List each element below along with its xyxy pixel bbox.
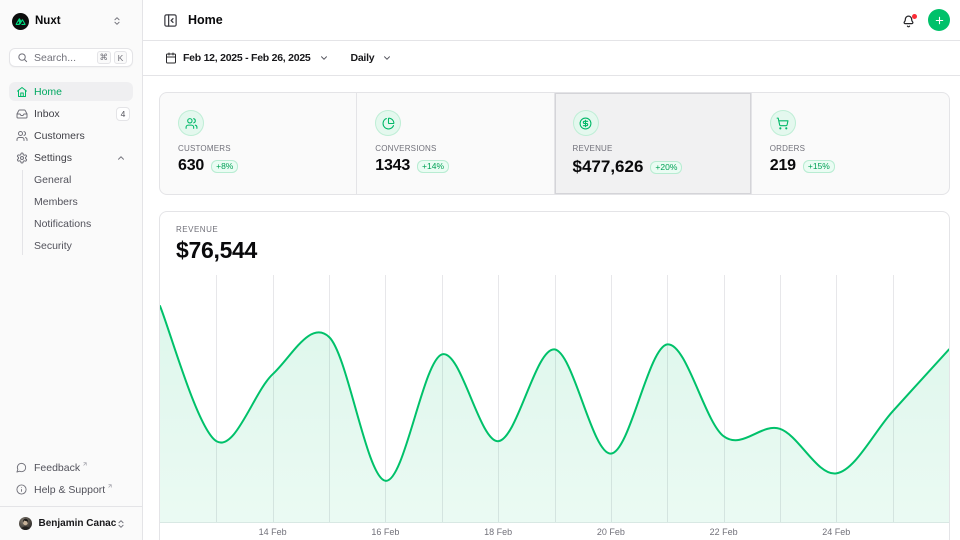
- chart-metric-label: REVENUE: [176, 225, 219, 234]
- inbox-count-badge: 4: [116, 106, 130, 121]
- stat-card-orders[interactable]: ORDERS 219 +15%: [752, 93, 949, 194]
- users-icon: [178, 110, 204, 136]
- stat-label: ORDERS: [769, 144, 806, 153]
- stat-label: CONVERSIONS: [375, 144, 437, 153]
- sidebar-footer-links: Feedback Help & Support: [0, 458, 142, 506]
- page-header: Home: [143, 0, 960, 41]
- chart-pie-icon: [375, 110, 402, 136]
- shopping-cart-icon: [769, 110, 796, 136]
- x-axis-tick: 16 Feb: [371, 527, 400, 537]
- user-name: Benjamin Canac: [38, 518, 117, 529]
- calendar-icon: [165, 52, 177, 64]
- stat-value: $477,626: [572, 157, 644, 176]
- date-range-label: Feb 12, 2025 - Feb 26, 2025: [183, 52, 311, 64]
- sidebar-link-help-support[interactable]: Help & Support: [9, 480, 133, 499]
- stat-delta-badge: +15%: [802, 159, 835, 173]
- external-link-icon: [82, 461, 88, 467]
- sidebar: Nuxt Search... ⌘ K Home Inbox 4 Customers Se…: [0, 0, 143, 540]
- sidebar-subitem-label: Notifications: [34, 217, 92, 230]
- sidebar-item-customers[interactable]: Customers: [9, 126, 133, 145]
- sidebar-link-label: Feedback: [34, 461, 81, 474]
- users-icon: [16, 130, 28, 142]
- kbd-k: K: [114, 51, 127, 64]
- sidebar-subitem-label: Security: [34, 239, 72, 252]
- sidebar-item-settings[interactable]: Settings: [9, 148, 133, 167]
- message-circle-icon: [16, 462, 27, 473]
- x-axis-tick: 24 Feb: [822, 527, 851, 537]
- search-placeholder: Search...: [34, 51, 77, 64]
- chevron-up-down-icon: [112, 16, 122, 26]
- sidebar-subitem-members[interactable]: Members: [34, 192, 133, 211]
- chart-x-axis: 14 Feb 16 Feb 18 Feb 20 Feb 22 Feb 24 Feb: [160, 527, 949, 540]
- bell-icon: [903, 15, 914, 27]
- search-icon: [17, 52, 28, 63]
- plus-icon: [935, 16, 943, 24]
- stat-delta-badge: +8%: [211, 159, 239, 173]
- stat-card-customers[interactable]: CUSTOMERS 630 +8%: [160, 93, 358, 194]
- sidebar-item-inbox[interactable]: Inbox 4: [9, 104, 133, 123]
- panel-collapse-icon[interactable]: [163, 13, 178, 28]
- sidebar-item-label: Customers: [34, 129, 85, 142]
- notifications-button[interactable]: [901, 13, 917, 28]
- period-label: Daily: [350, 52, 375, 64]
- x-axis-tick: 18 Feb: [484, 527, 513, 537]
- chevron-up-icon: [116, 153, 126, 163]
- stat-label: CUSTOMERS: [178, 144, 231, 153]
- chevron-up-down-icon: [116, 519, 126, 529]
- brand-name: Nuxt: [35, 15, 61, 27]
- user-menu-button[interactable]: Benjamin Canac: [9, 511, 133, 537]
- nuxt-logo-icon: [12, 12, 29, 30]
- period-select[interactable]: Daily: [344, 49, 400, 67]
- stat-delta-badge: +20%: [650, 160, 683, 174]
- dashboard-content: CUSTOMERS 630 +8% CONVERSIONS 1343 +14% REVENU…: [143, 76, 960, 540]
- add-button[interactable]: [928, 9, 950, 31]
- stat-card-conversions[interactable]: CONVERSIONS 1343 +14%: [357, 93, 555, 194]
- sidebar-link-label: Help & Support: [34, 483, 106, 496]
- sidebar-subitem-notifications[interactable]: Notifications: [34, 214, 133, 233]
- sidebar-link-feedback[interactable]: Feedback: [9, 458, 133, 477]
- page-title: Home: [188, 13, 223, 27]
- notification-dot: [911, 13, 917, 19]
- main-panel: Home Feb 12, 2025 - Feb 26, 2025: [143, 0, 960, 540]
- date-range-picker[interactable]: Feb 12, 2025 - Feb 26, 2025: [158, 49, 336, 67]
- avatar: [18, 517, 32, 530]
- stat-value: 1343: [375, 157, 411, 174]
- stat-delta-badge: +14%: [417, 159, 450, 173]
- settings-icon: [16, 152, 28, 164]
- sidebar-nav: Home Inbox 4 Customers Settings General Member…: [0, 67, 142, 258]
- kbd-meta: ⌘: [96, 51, 111, 64]
- sidebar-item-label: Inbox: [34, 107, 60, 120]
- chevron-down-icon: [319, 53, 329, 63]
- chart-metric-value: $76,544: [176, 237, 258, 263]
- sidebar-item-label: Home: [34, 85, 63, 98]
- sidebar-subitem-general[interactable]: General: [34, 170, 133, 189]
- home-icon: [16, 86, 28, 98]
- x-axis-tick: 14 Feb: [258, 527, 287, 537]
- search-input[interactable]: Search... ⌘ K: [9, 48, 133, 67]
- team-switcher[interactable]: Nuxt: [9, 10, 133, 32]
- filter-toolbar: Feb 12, 2025 - Feb 26, 2025 Daily: [143, 41, 960, 76]
- revenue-chart-card: REVENUE $76,544 14 Feb 16 Feb 18 Feb 20 Feb…: [159, 211, 950, 540]
- x-axis-tick: 22 Feb: [709, 527, 738, 537]
- chevron-down-icon: [382, 53, 392, 63]
- stat-value: 219: [769, 157, 796, 174]
- sidebar-subitem-label: Members: [34, 195, 78, 208]
- sidebar-item-label: Settings: [34, 151, 72, 164]
- x-axis-tick: 20 Feb: [596, 527, 625, 537]
- sidebar-subitem-label: General: [34, 173, 72, 186]
- stat-value: 630: [178, 157, 205, 174]
- circle-dollar-sign-icon: [572, 110, 599, 136]
- revenue-area-chart[interactable]: [160, 275, 949, 523]
- sidebar-user-row: Benjamin Canac: [0, 506, 142, 540]
- info-icon: [16, 484, 27, 495]
- stat-label: REVENUE: [572, 144, 613, 153]
- stat-card-revenue[interactable]: REVENUE $477,626 +20%: [554, 93, 752, 194]
- sidebar-subitem-security[interactable]: Security: [34, 236, 133, 255]
- external-link-icon: [107, 483, 113, 489]
- sidebar-item-home[interactable]: Home: [9, 82, 133, 101]
- stats-row: CUSTOMERS 630 +8% CONVERSIONS 1343 +14% REVENU…: [159, 92, 950, 195]
- inbox-icon: [16, 108, 28, 120]
